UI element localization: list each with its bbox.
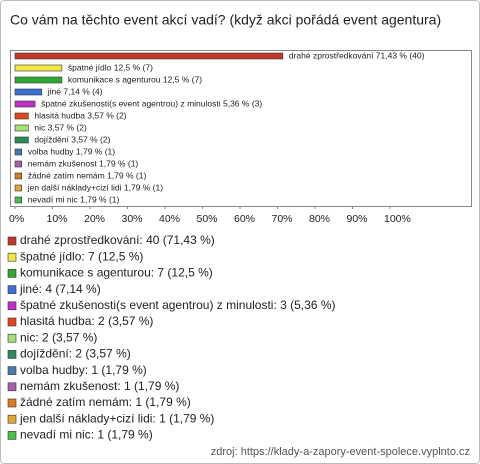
legend-swatch xyxy=(7,252,17,262)
value-label: komunikace s agenturou 12,5 % (7) xyxy=(68,74,202,84)
value-label: dojíždění 3,57 % (2) xyxy=(34,134,110,144)
value-label: drahé zprostředkování 71,43 % (40) xyxy=(289,50,425,60)
legend-label: nic: 2 (3,57 %) xyxy=(20,330,97,344)
bar xyxy=(14,112,29,120)
legend-swatch xyxy=(7,366,17,375)
x-tick-label: 0% xyxy=(9,213,24,225)
x-tick-label: 60% xyxy=(234,213,255,225)
legend-label: komunikace s agenturou: 7 (12,5 %) xyxy=(20,266,213,280)
legend-swatch xyxy=(7,350,17,359)
legend-label: žádné zatím nemám: 1 (1,79 %) xyxy=(20,395,191,409)
bar xyxy=(14,172,23,180)
legend-label: hlasitá hudba: 2 (3,57 %) xyxy=(20,314,153,328)
bar xyxy=(14,196,23,204)
value-label: hlasitá hudba 3,57 % (2) xyxy=(34,110,126,120)
bar xyxy=(14,148,23,156)
value-label: jen další náklady+cizí lidi 1,79 % (1) xyxy=(27,182,164,192)
legend-swatch xyxy=(7,236,17,246)
bar xyxy=(14,88,43,96)
source: zdroj: https://klady-a-zapory-event-spol… xyxy=(211,446,470,458)
legend-label: nevadí mi nic: 1 (1,79 %) xyxy=(20,428,153,442)
bar xyxy=(14,160,23,168)
legend-label: špatné zkušenosti(s event agentrou) z mi… xyxy=(20,298,336,312)
legend-swatch xyxy=(7,333,17,343)
legend-swatch xyxy=(7,285,17,294)
legend-swatch xyxy=(7,414,17,424)
legend-swatch xyxy=(7,382,17,392)
legend-label: jiné: 4 (7,14 %) xyxy=(19,282,101,296)
bar xyxy=(14,184,23,192)
legend-label: špatné jídlo: 7 (12,5 %) xyxy=(20,249,143,263)
value-label: volba hudby 1,79 % (1) xyxy=(28,146,116,156)
legend-label: jen další náklady+cizí lidi: 1 (1,79 %) xyxy=(19,411,214,425)
legend-label: dojíždění: 2 (3,57 %) xyxy=(20,347,131,361)
value-label: nemám zkušenost 1,79 % (1) xyxy=(28,158,139,168)
x-tick-label: 10% xyxy=(47,213,68,225)
legend-swatch xyxy=(7,398,17,408)
bar xyxy=(14,64,63,72)
value-label: nevadí mi nic 1,79 % (1) xyxy=(28,194,120,204)
x-tick-label: 80% xyxy=(309,213,330,225)
bar xyxy=(14,124,29,132)
x-tick-label: 40% xyxy=(159,213,180,225)
legend-swatch xyxy=(7,301,17,311)
legend-swatch xyxy=(7,317,17,327)
value-label: špatné jídlo 12,5 % (7) xyxy=(68,62,153,72)
value-label: nic 3,57 % (2) xyxy=(34,122,87,132)
legend-label: volba hudby: 1 (1,79 %) xyxy=(20,363,147,377)
x-tick-label: 50% xyxy=(197,213,218,225)
x-tick-label: 70% xyxy=(272,213,293,225)
value-label: špatné zkušenosti(s event agentrou) z mi… xyxy=(41,98,262,108)
x-tick-label: 90% xyxy=(347,213,368,225)
plot-frame xyxy=(10,50,472,207)
bar xyxy=(14,136,29,144)
legend-label: nemám zkušenost: 1 (1,79 %) xyxy=(20,379,179,393)
legend-label: drahé zprostředkování: 40 (71,43 %) xyxy=(20,233,215,247)
legend-swatch xyxy=(7,431,17,440)
legend-swatch xyxy=(7,269,17,278)
chart-title: Co vám na těchto event akcí vadí? (když … xyxy=(10,12,441,28)
bar xyxy=(14,100,36,108)
x-tick-label: 30% xyxy=(122,213,143,225)
x-tick-label: 100% xyxy=(384,213,411,225)
bar xyxy=(14,52,284,60)
bar xyxy=(14,76,63,84)
value-label: žádné zatím nemám 1,79 % (1) xyxy=(28,170,147,180)
x-tick-label: 20% xyxy=(84,213,105,225)
value-label: jiné 7,14 % (4) xyxy=(47,86,103,96)
